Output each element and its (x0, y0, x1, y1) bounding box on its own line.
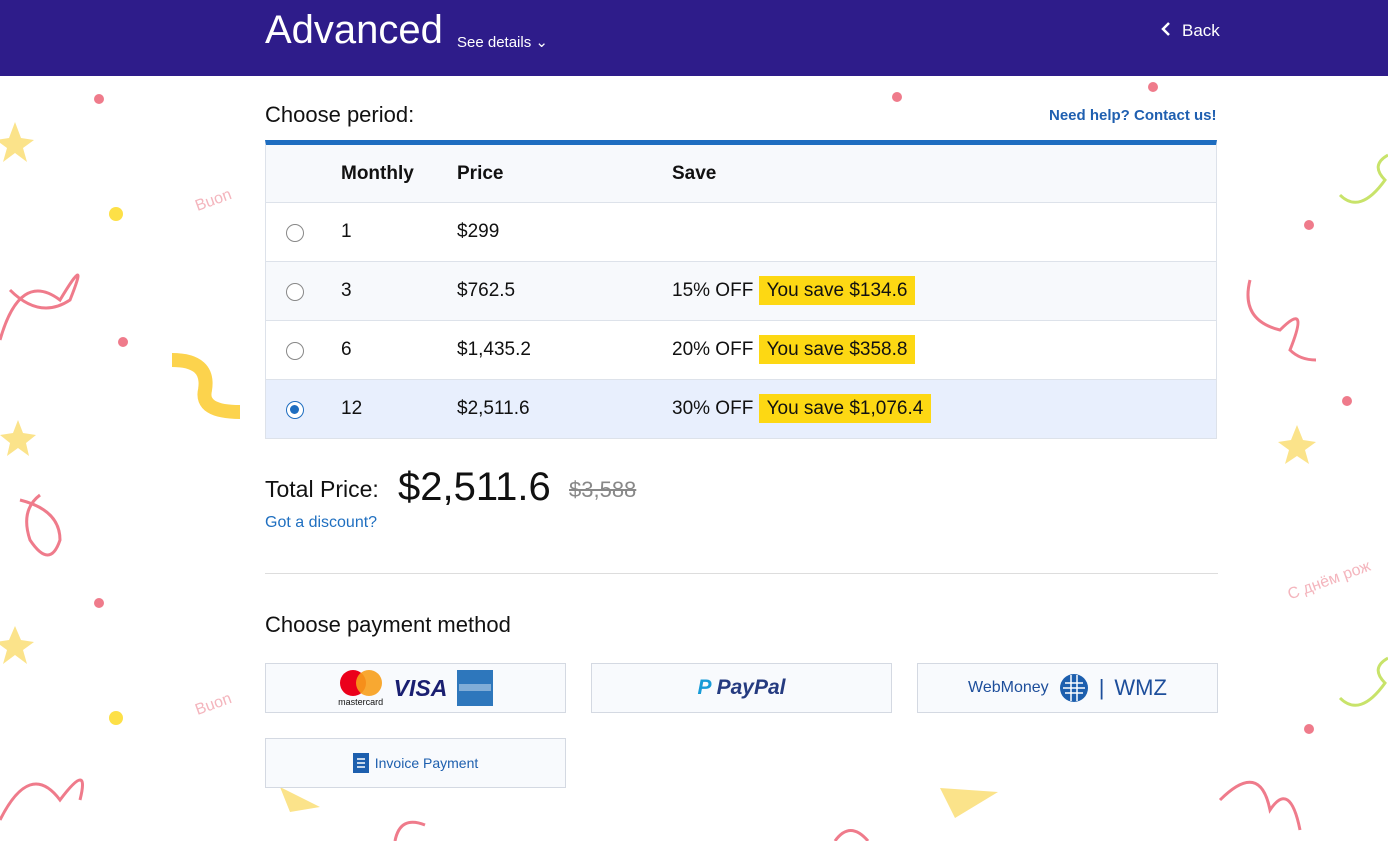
section-title: Choose payment method (265, 612, 511, 637)
months: 12 (341, 398, 363, 419)
old-price: $3,588 (569, 477, 637, 502)
invoice-text: Invoice Payment (374, 755, 479, 771)
price: $1,435.2 (457, 339, 531, 360)
back-button[interactable]: Back (1160, 21, 1220, 41)
column-header: Save (672, 162, 717, 184)
see-details-text: See details (457, 34, 532, 51)
radio-button[interactable] (286, 283, 304, 301)
radio-button[interactable] (286, 342, 304, 360)
period-row[interactable]: 3 $762.5 15% OFF You save $134.6 (266, 262, 1216, 321)
total-price: $2,511.6 (398, 465, 551, 509)
card-payment[interactable]: mastercard VISA (265, 663, 566, 713)
save-cell: 30% OFF You save $1,076.4 (672, 394, 932, 423)
price: $2,511.6 (457, 398, 530, 419)
period-table: Monthly Price Save 1 $299 3 $762.5 15% OFF You … (265, 140, 1217, 439)
back-text: Back (1182, 21, 1220, 40)
see-details[interactable]: See details ⌄ (457, 34, 548, 51)
save-amount: You save $358.8 (758, 335, 916, 364)
separator: | (1098, 675, 1105, 700)
total-label: Total Price: (265, 476, 379, 502)
mastercard-text: mastercard (338, 697, 384, 707)
mastercard-logo: mastercard (338, 669, 384, 707)
save-amount: You save $134.6 (758, 276, 916, 305)
save-amount: You save $1,076.4 (758, 394, 932, 423)
discount-link[interactable]: Got a discount? (265, 514, 378, 531)
radio-button[interactable] (286, 401, 304, 419)
webmoney-text: WebMoney (968, 679, 1049, 696)
save-cell: 15% OFF You save $134.6 (672, 276, 916, 305)
discount-percent: 30% OFF (672, 398, 754, 419)
paypal-payment[interactable]: P PayPal (591, 663, 892, 713)
save-cell: 20% OFF You save $358.8 (672, 335, 916, 364)
visa-logo: VISA (393, 674, 448, 701)
paypal-logo: P PayPal (697, 676, 786, 699)
divider (265, 573, 1218, 574)
help-link[interactable]: Need help? Contact us! (1049, 107, 1217, 124)
amex-logo (457, 670, 494, 706)
months: 6 (341, 339, 352, 360)
period-row[interactable]: 12 $2,511.6 30% OFF You save $1,076.4 (266, 380, 1216, 439)
plan-title: Advanced (265, 8, 443, 52)
price: $299 (457, 221, 500, 242)
months: 1 (341, 221, 352, 242)
back-icon (1161, 22, 1170, 36)
invoice-icon (352, 753, 369, 773)
period-row[interactable]: 1 $299 (266, 203, 1216, 262)
wmz-text: WMZ (1114, 675, 1167, 700)
invoice-payment[interactable]: Invoice Payment (265, 738, 566, 788)
months: 3 (341, 280, 352, 301)
column-header: Price (457, 162, 504, 184)
webmoney-payment[interactable]: WebMoney | WMZ (917, 663, 1218, 713)
discount-percent: 20% OFF (672, 339, 754, 360)
table-header: Monthly Price Save (266, 145, 1216, 203)
discount-percent: 15% OFF (672, 280, 754, 301)
radio-button[interactable] (286, 224, 304, 242)
price: $762.5 (457, 280, 516, 301)
top-bar: Advanced See details ⌄ Back (0, 0, 1388, 76)
mastercard-circles (339, 670, 382, 696)
column-header: Monthly (341, 162, 414, 184)
section-title: Choose period: (265, 102, 415, 127)
period-row[interactable]: 6 $1,435.2 20% OFF You save $358.8 (266, 321, 1216, 380)
paypal-text: PayPal (716, 676, 786, 699)
webmoney-globe (1059, 674, 1088, 702)
